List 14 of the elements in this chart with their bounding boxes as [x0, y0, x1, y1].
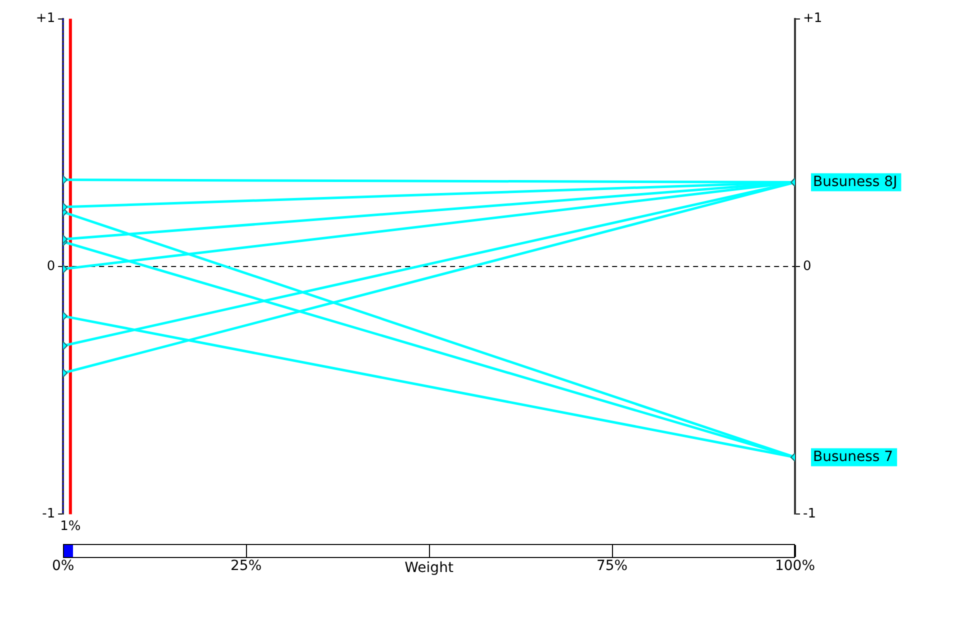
x-tick-label: 75%	[596, 558, 628, 574]
annotation: Busuness 8J	[813, 174, 898, 190]
y2-tick-label: -1	[803, 506, 816, 522]
y-tick-label: +1	[36, 11, 56, 26]
y2-tick-label: 0	[803, 258, 812, 274]
ref-line-label: 1%	[60, 519, 81, 534]
y-tick-label: -1	[42, 506, 56, 522]
x-tick-label: 0%	[52, 558, 74, 574]
x-axis-title: Weight	[404, 560, 454, 576]
y-tick-label: 0	[46, 258, 56, 274]
y2-tick-label: +1	[803, 11, 822, 26]
x-tick-label: 100%	[774, 558, 816, 574]
x-tick-label: 25%	[230, 558, 262, 574]
annotation: Busuness 7	[813, 448, 894, 465]
